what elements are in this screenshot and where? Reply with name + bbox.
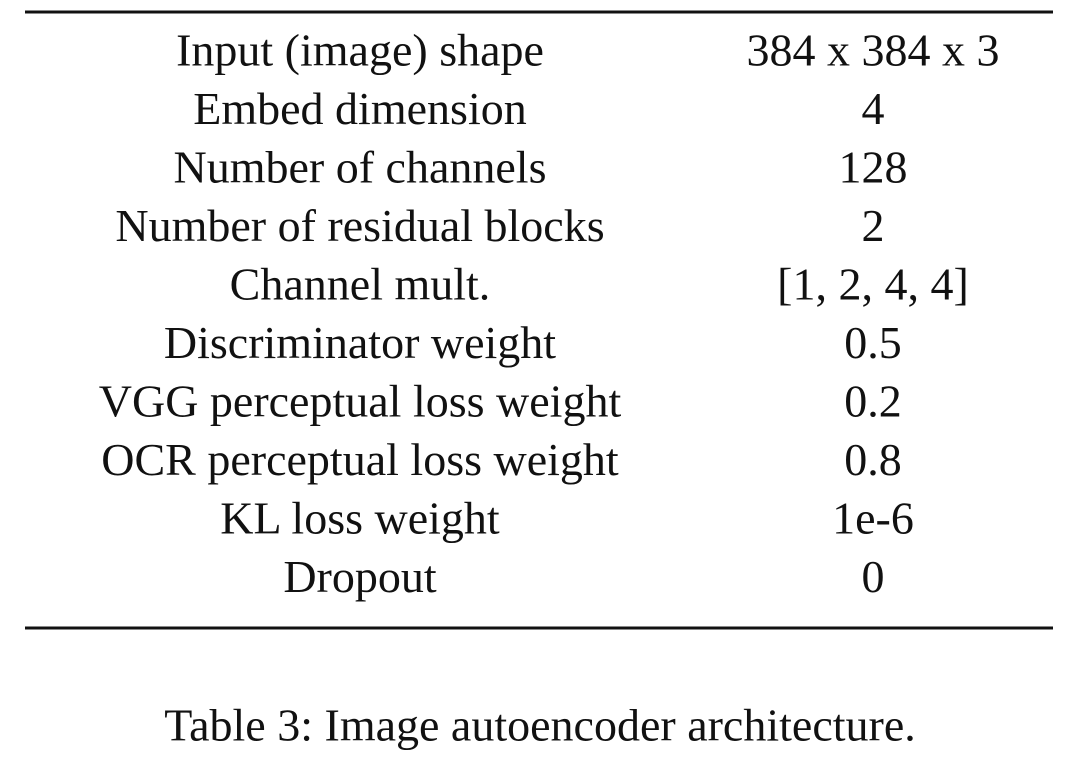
parameter-value: 0.2 xyxy=(844,376,902,427)
parameter-name: Channel mult. xyxy=(230,259,491,310)
parameter-name: VGG perceptual loss weight xyxy=(99,376,622,427)
parameter-name: Input (image) shape xyxy=(176,25,544,76)
parameter-name: Dropout xyxy=(283,551,437,602)
parameter-name: Number of channels xyxy=(174,142,547,193)
parameter-value: 128 xyxy=(839,142,908,193)
parameter-name: Number of residual blocks xyxy=(115,200,604,251)
parameter-name: OCR perceptual loss weight xyxy=(101,434,619,485)
parameter-name: KL loss weight xyxy=(220,493,500,544)
parameter-name: Embed dimension xyxy=(193,83,526,134)
parameter-value: 384 x 384 x 3 xyxy=(747,25,1000,76)
table-caption: Table 3: Image autoencoder architecture. xyxy=(164,700,916,751)
parameter-name: Discriminator weight xyxy=(164,317,556,368)
parameter-value: 0.8 xyxy=(844,434,902,485)
parameter-value: 4 xyxy=(862,83,885,134)
parameter-value: 0 xyxy=(862,551,885,602)
parameter-value: 1e-6 xyxy=(832,493,914,544)
parameter-value: [1, 2, 4, 4] xyxy=(777,259,969,310)
parameter-value: 0.5 xyxy=(844,317,902,368)
parameter-value: 2 xyxy=(862,200,885,251)
